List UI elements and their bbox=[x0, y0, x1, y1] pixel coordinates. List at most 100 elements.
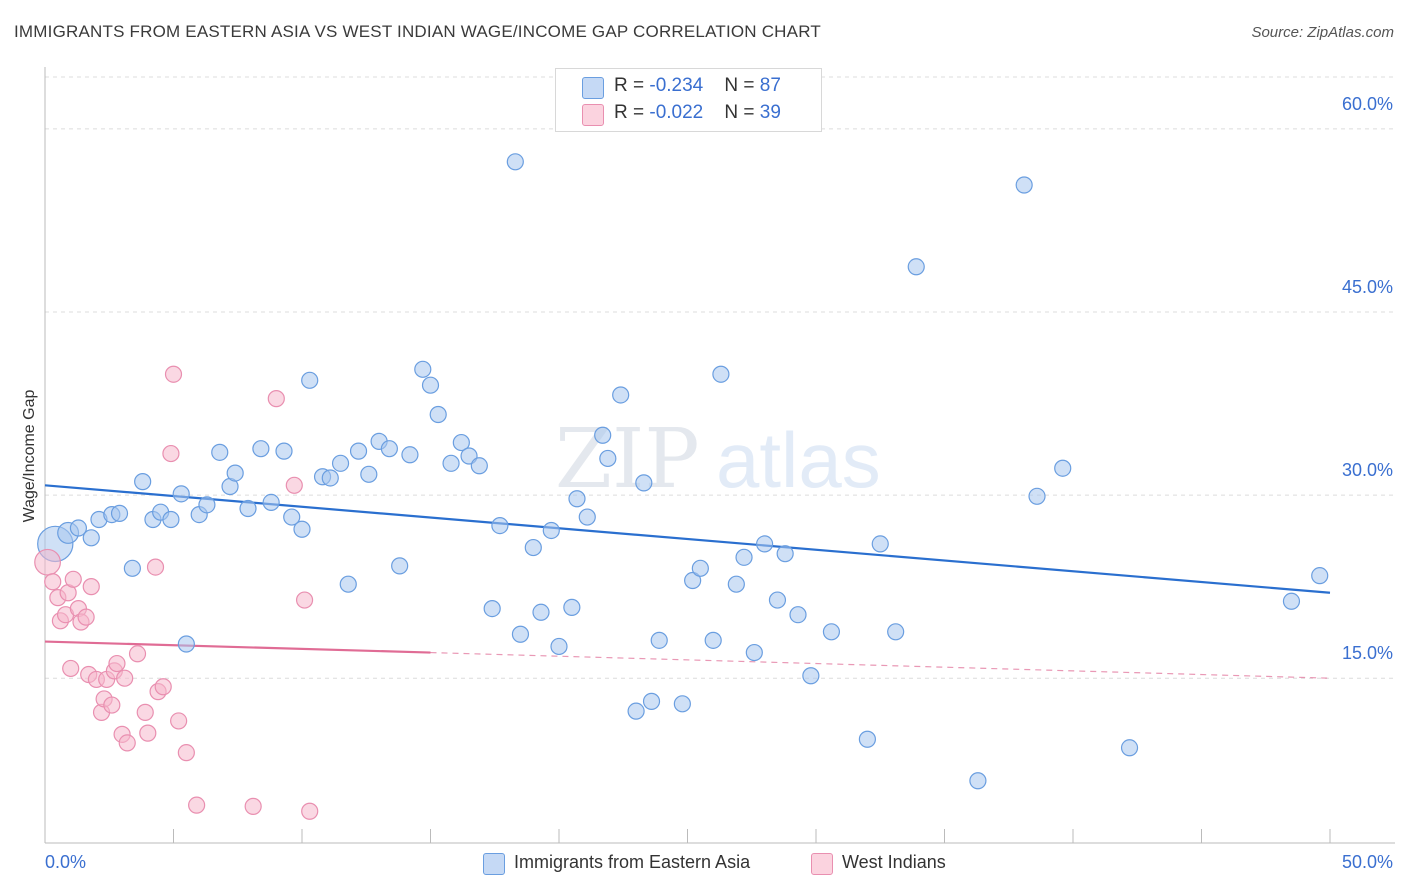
tick-labels: 15.0% 30.0% 45.0% 60.0% 0.0% 50.0% bbox=[45, 94, 1393, 872]
point-eastern-asia bbox=[198, 496, 216, 514]
y-tick-label: 30.0% bbox=[1342, 460, 1393, 480]
point-eastern-asia bbox=[349, 442, 368, 460]
point-eastern-asia bbox=[627, 702, 645, 720]
point-eastern-asia bbox=[1028, 487, 1046, 505]
point-west-indians bbox=[154, 678, 172, 696]
x-tick-label: 50.0% bbox=[1342, 852, 1393, 872]
point-west-indians bbox=[118, 734, 136, 752]
point-eastern-asia bbox=[735, 548, 753, 566]
point-eastern-asia bbox=[452, 433, 470, 452]
legend-swatch-blue bbox=[483, 853, 505, 875]
point-eastern-asia bbox=[321, 469, 339, 487]
point-eastern-asia bbox=[275, 442, 293, 460]
correlation-legend: R = -0.234 N = 87 R = -0.022 N = 39 bbox=[555, 68, 822, 132]
point-eastern-asia bbox=[283, 508, 301, 526]
point-eastern-asia bbox=[673, 695, 691, 713]
point-eastern-asia bbox=[1120, 739, 1139, 757]
point-eastern-asia bbox=[360, 465, 378, 483]
point-eastern-asia bbox=[226, 464, 244, 482]
point-eastern-asia bbox=[642, 692, 661, 710]
point-west-indians bbox=[295, 591, 314, 609]
r-value: -0.234 bbox=[649, 75, 704, 96]
point-west-indians bbox=[64, 570, 82, 588]
point-eastern-asia bbox=[162, 510, 180, 529]
point-eastern-asia bbox=[704, 631, 722, 649]
point-eastern-asia bbox=[858, 730, 877, 748]
point-eastern-asia bbox=[442, 454, 460, 472]
watermark-atlas: atlas bbox=[716, 416, 881, 504]
point-eastern-asia bbox=[802, 667, 820, 685]
point-west-indians bbox=[128, 645, 147, 663]
point-eastern-asia bbox=[887, 623, 905, 641]
point-west-indians bbox=[164, 365, 183, 383]
point-eastern-asia bbox=[470, 457, 488, 475]
point-west-indians bbox=[44, 573, 62, 591]
y-tick-label: 45.0% bbox=[1342, 277, 1393, 297]
point-eastern-asia bbox=[301, 371, 319, 389]
point-eastern-asia bbox=[691, 559, 709, 577]
point-west-indians bbox=[146, 558, 165, 576]
point-west-indians bbox=[285, 476, 303, 494]
point-west-indians bbox=[62, 659, 80, 678]
point-eastern-asia bbox=[339, 575, 357, 593]
point-eastern-asia bbox=[612, 386, 630, 404]
point-west-indians bbox=[82, 578, 100, 596]
n-value: 87 bbox=[759, 75, 781, 96]
point-eastern-asia bbox=[578, 508, 596, 526]
legend-swatch-blue bbox=[582, 77, 604, 99]
point-west-indians bbox=[267, 390, 285, 408]
point-west-indians bbox=[162, 444, 180, 463]
point-eastern-asia bbox=[1282, 592, 1301, 610]
point-eastern-asia bbox=[391, 557, 409, 575]
point-eastern-asia bbox=[134, 473, 152, 491]
point-eastern-asia bbox=[172, 485, 190, 503]
point-eastern-asia bbox=[429, 405, 447, 424]
y-axis-label: Wage/Income Gap bbox=[21, 390, 38, 523]
point-eastern-asia bbox=[491, 516, 509, 535]
point-eastern-asia bbox=[110, 504, 129, 522]
point-west-indians bbox=[301, 802, 319, 820]
point-eastern-asia bbox=[712, 365, 730, 383]
point-eastern-asia bbox=[563, 598, 581, 616]
watermark: ZIP atlas bbox=[555, 412, 881, 507]
point-west-indians bbox=[136, 703, 154, 721]
point-eastern-asia bbox=[421, 376, 440, 394]
point-eastern-asia bbox=[550, 637, 568, 656]
axes bbox=[44, 67, 1395, 844]
point-eastern-asia bbox=[252, 440, 270, 458]
source-label: Source: ZipAtlas.com bbox=[1251, 24, 1394, 41]
point-eastern-asia bbox=[684, 571, 702, 590]
point-eastern-asia bbox=[822, 623, 841, 641]
n-value: 39 bbox=[759, 102, 781, 123]
point-eastern-asia bbox=[331, 454, 350, 472]
point-eastern-asia bbox=[123, 559, 141, 577]
point-eastern-asia bbox=[650, 631, 668, 649]
point-eastern-asia bbox=[414, 360, 432, 378]
point-eastern-asia bbox=[969, 772, 987, 790]
point-eastern-asia bbox=[594, 426, 612, 444]
point-west-indians bbox=[177, 744, 195, 762]
point-west-indians bbox=[108, 654, 126, 673]
point-eastern-asia bbox=[755, 535, 774, 553]
chart-title: IMMIGRANTS FROM EASTERN ASIA VS WEST IND… bbox=[14, 22, 821, 41]
trend-line-eastern-asia bbox=[44, 484, 1331, 594]
point-eastern-asia bbox=[82, 529, 100, 547]
legend-swatch-pink bbox=[811, 853, 833, 875]
point-eastern-asia bbox=[532, 603, 550, 621]
point-eastern-asia bbox=[768, 591, 787, 609]
point-eastern-asia bbox=[524, 538, 542, 557]
point-west-indians bbox=[244, 797, 262, 815]
y-tick-label: 15.0% bbox=[1342, 643, 1393, 663]
point-eastern-asia bbox=[871, 535, 889, 553]
point-west-indians bbox=[103, 696, 121, 714]
point-eastern-asia bbox=[776, 545, 794, 563]
point-eastern-asia bbox=[211, 443, 229, 461]
point-eastern-asia bbox=[262, 493, 280, 511]
point-eastern-asia bbox=[380, 440, 398, 458]
point-eastern-asia bbox=[401, 446, 419, 464]
r-value: -0.022 bbox=[649, 102, 704, 123]
point-eastern-asia bbox=[239, 499, 257, 518]
point-eastern-asia bbox=[483, 600, 501, 618]
point-west-indians bbox=[170, 712, 188, 730]
